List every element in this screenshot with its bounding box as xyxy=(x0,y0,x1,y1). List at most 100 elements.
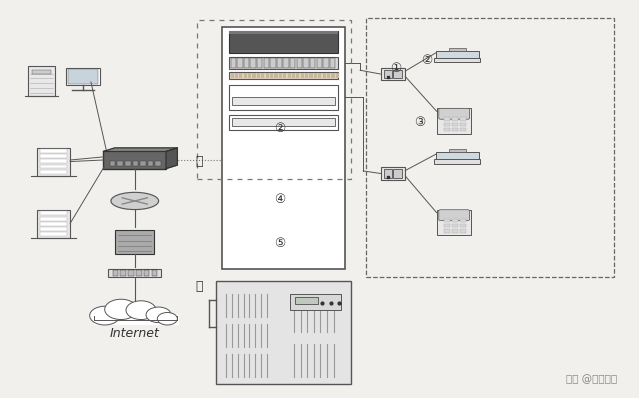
Bar xyxy=(394,170,401,178)
Bar xyxy=(229,115,338,130)
Bar xyxy=(216,281,351,384)
Bar xyxy=(40,164,67,168)
Bar xyxy=(304,58,309,68)
Bar xyxy=(229,31,338,53)
Text: ②: ② xyxy=(274,122,286,135)
Bar xyxy=(244,58,249,68)
Bar xyxy=(295,297,318,304)
Bar xyxy=(452,224,458,228)
Bar xyxy=(332,72,335,78)
Bar xyxy=(330,58,335,68)
Bar xyxy=(460,117,466,121)
Bar xyxy=(449,149,466,152)
Bar xyxy=(37,148,70,176)
Bar xyxy=(136,270,142,276)
Bar xyxy=(231,58,236,68)
Bar xyxy=(437,210,472,235)
Bar xyxy=(452,117,458,121)
Bar xyxy=(318,72,321,78)
Bar xyxy=(444,123,450,126)
Bar xyxy=(274,72,277,78)
Polygon shape xyxy=(104,148,178,151)
Text: ①: ① xyxy=(390,62,401,75)
Bar xyxy=(243,72,247,78)
Bar xyxy=(437,108,472,134)
Bar xyxy=(229,57,338,69)
Bar xyxy=(231,72,234,78)
Bar xyxy=(384,170,392,178)
Polygon shape xyxy=(166,148,178,169)
Bar xyxy=(452,229,458,232)
Bar xyxy=(110,161,116,166)
Circle shape xyxy=(105,299,137,320)
Bar xyxy=(460,123,466,126)
Bar xyxy=(381,68,405,80)
Bar xyxy=(323,72,326,78)
Bar xyxy=(460,229,466,232)
Bar xyxy=(296,58,302,68)
Bar xyxy=(440,213,469,219)
Bar xyxy=(112,270,118,276)
Bar xyxy=(32,70,51,74)
Bar xyxy=(381,168,405,180)
Text: ③: ③ xyxy=(414,117,426,129)
Bar xyxy=(237,58,243,68)
Bar xyxy=(155,161,161,166)
Bar xyxy=(452,219,458,222)
Bar xyxy=(232,118,335,126)
Bar xyxy=(290,295,341,310)
Bar xyxy=(229,72,338,79)
Bar xyxy=(250,58,256,68)
Bar xyxy=(40,222,67,226)
Bar xyxy=(232,97,335,105)
Bar xyxy=(40,154,67,158)
Bar xyxy=(144,270,150,276)
Bar xyxy=(440,111,469,118)
Bar xyxy=(229,85,338,110)
Text: ④: ④ xyxy=(274,193,286,205)
Bar xyxy=(270,58,275,68)
Bar xyxy=(283,72,286,78)
Text: Internet: Internet xyxy=(110,327,160,340)
Bar xyxy=(261,72,265,78)
Bar xyxy=(40,217,67,220)
Bar xyxy=(335,72,339,78)
Bar xyxy=(40,159,67,163)
Bar xyxy=(40,227,67,231)
Bar xyxy=(284,58,289,68)
Bar xyxy=(314,72,317,78)
Bar xyxy=(327,72,330,78)
Bar xyxy=(449,48,466,51)
Bar xyxy=(40,170,67,174)
Text: ⑵: ⑵ xyxy=(196,280,203,293)
Bar xyxy=(128,270,134,276)
Bar xyxy=(40,149,67,153)
Bar xyxy=(266,72,269,78)
Bar xyxy=(197,20,351,179)
Bar xyxy=(37,210,70,238)
Bar xyxy=(248,72,251,78)
Bar xyxy=(305,72,308,78)
Bar xyxy=(309,72,312,78)
Bar xyxy=(40,232,67,236)
Bar xyxy=(444,128,450,131)
Text: ⑶: ⑶ xyxy=(196,156,203,168)
Bar xyxy=(323,58,328,68)
Bar xyxy=(125,161,130,166)
Bar xyxy=(66,68,100,85)
Bar xyxy=(444,229,450,232)
Bar xyxy=(252,72,256,78)
Bar xyxy=(444,224,450,228)
Text: ⑤: ⑤ xyxy=(274,237,286,250)
Bar xyxy=(257,58,263,68)
Bar xyxy=(394,70,401,78)
Bar xyxy=(94,314,179,325)
Bar xyxy=(257,72,260,78)
Bar xyxy=(108,269,162,277)
Text: 头条 @科能融合: 头条 @科能融合 xyxy=(566,374,617,384)
Bar xyxy=(240,72,242,78)
Bar xyxy=(452,128,458,131)
Bar xyxy=(367,18,614,277)
Bar xyxy=(120,270,126,276)
Circle shape xyxy=(89,306,119,325)
